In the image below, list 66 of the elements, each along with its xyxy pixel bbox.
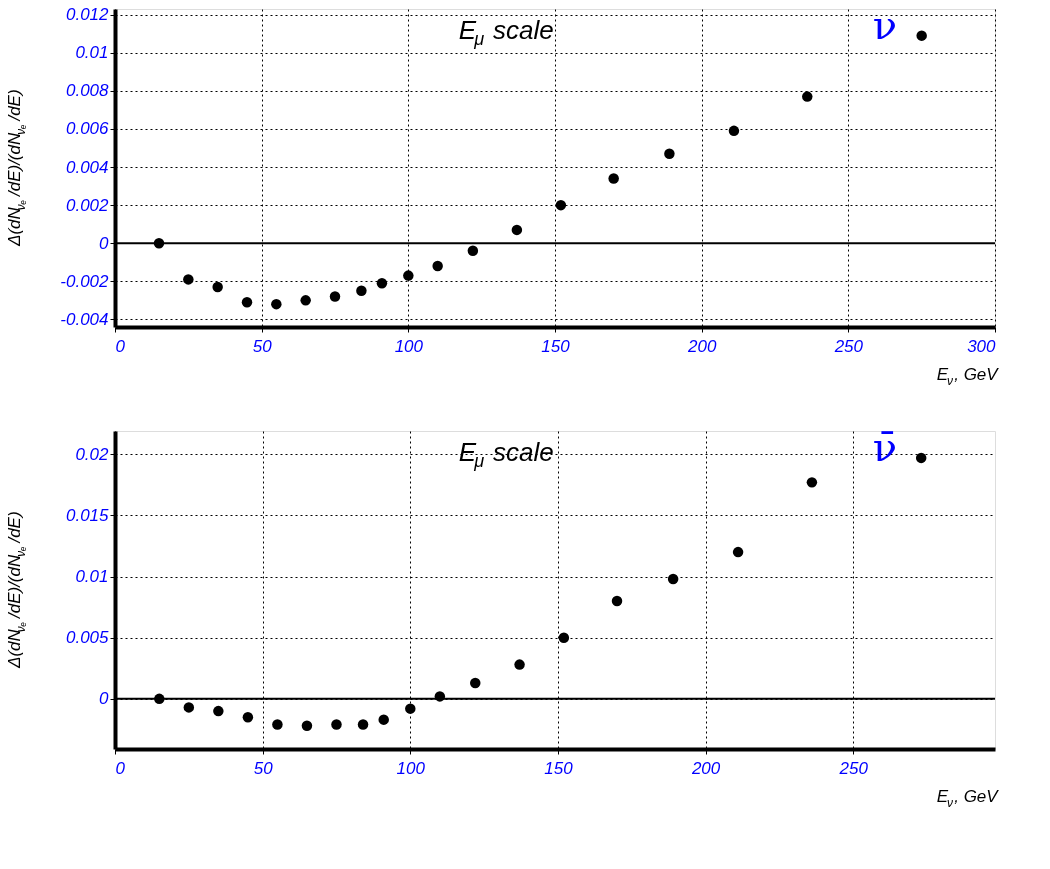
y-tick-label: 0: [99, 233, 110, 253]
point: [608, 173, 619, 184]
point: [272, 719, 283, 730]
x-tick-label: 200: [686, 336, 717, 356]
y-tick-label: 0.015: [65, 505, 110, 525]
point: [403, 270, 414, 281]
point: [467, 245, 479, 257]
point: [664, 148, 675, 159]
x-tick-label: 300: [967, 336, 997, 356]
x-tick-label: 200: [690, 758, 721, 778]
x-tick-label: 50: [253, 758, 274, 778]
y-axis-title: Δ(dNνₑ/dE)/(dNνₑ/dE): [5, 511, 28, 670]
y-tick-label: -0.004: [60, 309, 109, 329]
y-tick-label: 0.01: [75, 43, 109, 63]
y-tick-label: 0.008: [65, 81, 110, 101]
point: [732, 546, 744, 558]
y-tick-label: 0: [99, 689, 110, 709]
point: [357, 719, 369, 730]
point: [558, 632, 570, 643]
annotation: ν: [872, 2, 898, 48]
x-tick-label: 150: [541, 336, 571, 356]
point: [356, 285, 367, 297]
point: [331, 719, 342, 730]
point: [242, 711, 254, 723]
annotation: ν̄: [872, 424, 898, 470]
point: [611, 595, 623, 607]
point: [915, 452, 927, 464]
point: [514, 659, 525, 670]
point: [470, 677, 481, 689]
point: [667, 573, 679, 585]
point: [806, 477, 818, 488]
y-tick-label: 0.02: [75, 444, 110, 464]
point: [405, 703, 416, 714]
y-tick-label: 0.005: [65, 628, 110, 648]
point: [241, 297, 253, 308]
x-tick-label: 50: [252, 336, 273, 356]
point: [271, 298, 282, 310]
y-tick-label: 0.012: [65, 5, 110, 25]
point: [555, 199, 567, 211]
point: [212, 281, 223, 293]
y-tick-label: 0.002: [65, 195, 110, 215]
y-tick-label: 0.01: [75, 567, 109, 587]
x-tick-label: 250: [838, 758, 869, 778]
x-tick-label: 250: [833, 336, 864, 356]
point: [376, 277, 388, 289]
x-tick-label: 100: [396, 758, 426, 778]
point: [301, 720, 313, 731]
point: [432, 260, 443, 272]
point: [300, 295, 311, 306]
point: [511, 224, 523, 236]
y-tick-label: 0.004: [65, 157, 109, 177]
point: [329, 291, 341, 302]
point: [916, 30, 927, 41]
y-tick-label: 0.006: [65, 119, 110, 139]
point: [213, 705, 224, 717]
point: [378, 714, 389, 725]
point: [183, 702, 195, 713]
point: [802, 91, 813, 102]
x-tick-label: 150: [544, 758, 574, 778]
x-tick-label: 100: [394, 336, 424, 356]
x-tick-label: 0: [115, 758, 126, 778]
y-tick-label: -0.002: [60, 271, 110, 291]
point: [728, 125, 740, 137]
point: [183, 274, 194, 285]
y-axis-title: Δ(dNνₑ/dE)/(dNνₑ/dE): [5, 89, 28, 248]
x-tick-label: 0: [115, 336, 126, 356]
